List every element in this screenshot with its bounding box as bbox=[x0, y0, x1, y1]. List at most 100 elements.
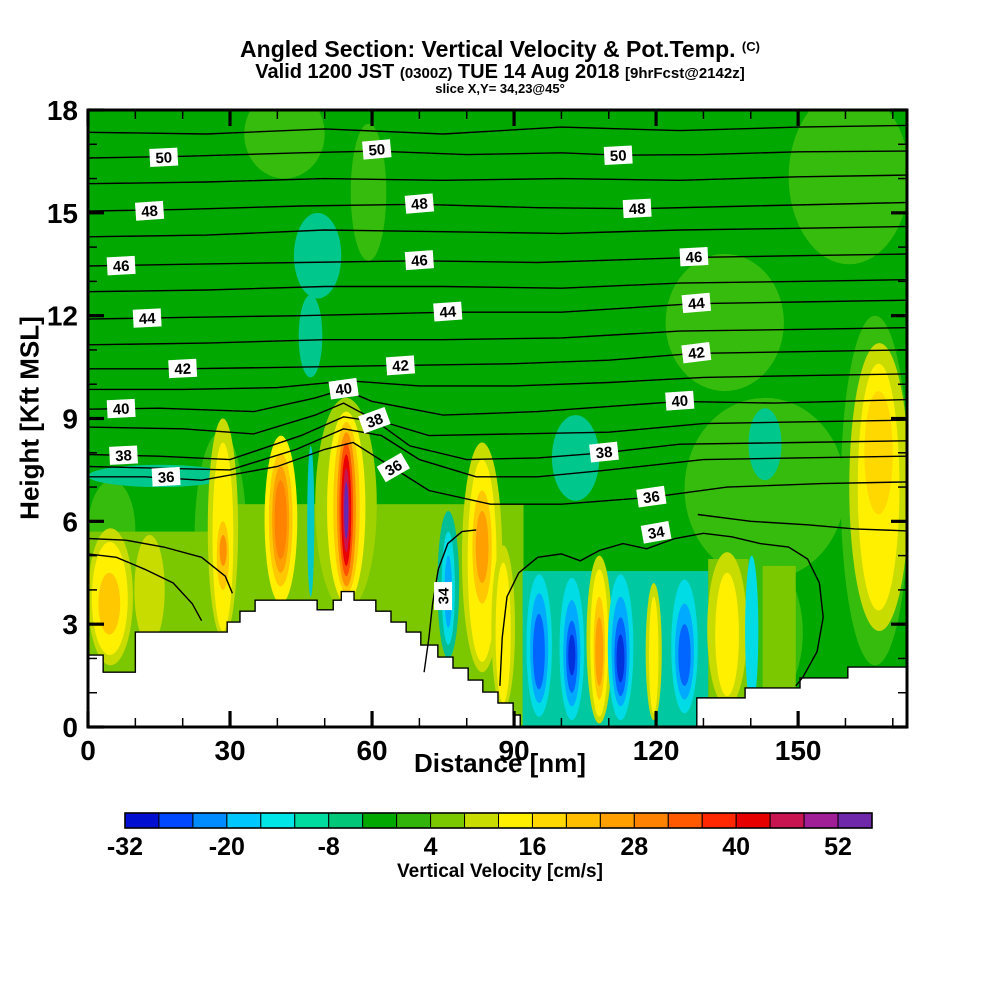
svg-text:44: 44 bbox=[687, 295, 706, 313]
svg-text:48: 48 bbox=[628, 200, 646, 218]
contour-label-48: 48 bbox=[134, 200, 165, 221]
theta-contour-43 bbox=[88, 327, 907, 346]
velocity-cell bbox=[293, 212, 342, 299]
contour-label-46: 46 bbox=[679, 246, 709, 267]
theta-contour-45 bbox=[88, 279, 907, 293]
colorbar-segment bbox=[124, 812, 160, 829]
velocity-cell bbox=[219, 535, 227, 566]
velocity-cell bbox=[98, 572, 121, 635]
svg-text:36: 36 bbox=[642, 488, 661, 507]
velocity-cell bbox=[475, 511, 489, 584]
theta-contour-39 bbox=[88, 402, 907, 437]
theta-contour-48 bbox=[88, 201, 907, 212]
theta-contour-35 bbox=[88, 537, 234, 594]
x-tick-labels: 0 30 60 90 120 150 bbox=[80, 735, 821, 766]
svg-text:48: 48 bbox=[141, 203, 159, 221]
contour-label-50: 50 bbox=[603, 145, 633, 165]
svg-text:50: 50 bbox=[155, 149, 173, 167]
colorbar-segment bbox=[701, 812, 737, 829]
terrain-profile bbox=[88, 590, 907, 727]
theta-contour-35 bbox=[697, 513, 907, 532]
y-tick-labels: 0 3 6 9 12 15 18 bbox=[47, 95, 78, 743]
svg-text:40: 40 bbox=[112, 401, 130, 419]
svg-text:38: 38 bbox=[364, 410, 385, 432]
svg-text:90: 90 bbox=[498, 735, 529, 766]
svg-text:0: 0 bbox=[62, 712, 78, 743]
theta-contour-34 bbox=[423, 529, 477, 673]
contour-label-42: 42 bbox=[168, 358, 198, 378]
contour-label-34: 34 bbox=[640, 521, 672, 544]
theta-contour-34 bbox=[499, 532, 824, 687]
colorbar-segment bbox=[192, 812, 228, 829]
contour-label-38: 38 bbox=[109, 445, 138, 465]
colorbar-segment bbox=[667, 812, 703, 829]
colorbar-segment bbox=[498, 812, 533, 829]
contour-label-38: 38 bbox=[358, 406, 391, 434]
velocity-cell bbox=[274, 480, 287, 560]
contour-label-50: 50 bbox=[362, 139, 392, 160]
velocity-cell bbox=[307, 445, 315, 597]
theta-contour-51 bbox=[88, 124, 907, 135]
svg-text:3: 3 bbox=[62, 609, 78, 640]
colorbar-segment bbox=[430, 812, 466, 829]
svg-text:30: 30 bbox=[214, 735, 245, 766]
svg-text:48: 48 bbox=[410, 195, 428, 213]
page-title: Angled Section: Vertical Velocity & Pot.… bbox=[0, 36, 1000, 63]
velocity-cell bbox=[244, 110, 325, 179]
svg-text:9: 9 bbox=[62, 404, 78, 435]
valid-date: TUE 14 Aug 2018 bbox=[457, 61, 620, 83]
colorbar-tick-label: -32 bbox=[107, 833, 143, 861]
theta-contour-44 bbox=[88, 299, 907, 320]
theta-contour-41 bbox=[88, 373, 907, 391]
contour-label-40: 40 bbox=[328, 377, 359, 400]
colorbar-segment bbox=[837, 812, 873, 829]
colorbar-tick-label: -20 bbox=[209, 833, 245, 861]
svg-text:18: 18 bbox=[47, 95, 78, 126]
svg-text:6: 6 bbox=[62, 506, 78, 537]
velocity-cell bbox=[678, 624, 691, 686]
svg-text:150: 150 bbox=[775, 735, 822, 766]
colorbar-segment bbox=[633, 812, 669, 829]
velocity-cell bbox=[134, 535, 165, 645]
velocity-cell bbox=[715, 572, 739, 697]
contour-label-48: 48 bbox=[404, 193, 435, 214]
valid-paren: (0300Z) bbox=[399, 65, 453, 82]
colorbar-segment bbox=[531, 812, 567, 829]
contour-label-36: 36 bbox=[636, 485, 667, 508]
theta-contour-49 bbox=[88, 174, 907, 185]
plot-area: 50 50 50 48 48 48 46 46 46 44 44 44 42 42 42 40 40 40 38 38… bbox=[88, 110, 907, 727]
contour-label-44: 44 bbox=[132, 308, 162, 328]
colorbar-tick-label: 28 bbox=[620, 833, 648, 861]
colorbar-tick-label: 52 bbox=[824, 833, 852, 861]
velocity-cell bbox=[551, 415, 600, 501]
valid-prefix: Valid 1200 JST bbox=[255, 61, 395, 83]
svg-text:42: 42 bbox=[687, 344, 706, 363]
theta-contour-36 bbox=[88, 441, 907, 505]
velocity-cell bbox=[665, 253, 784, 392]
velocity-cell bbox=[864, 391, 893, 515]
colorbar-segment bbox=[362, 812, 398, 829]
contour-label-44: 44 bbox=[433, 301, 463, 322]
colorbar: -32 -20 -8 4 16 28 40 52 bbox=[107, 812, 873, 861]
svg-text:44: 44 bbox=[138, 310, 156, 328]
svg-text:42: 42 bbox=[392, 357, 410, 375]
theta-contour-38 bbox=[88, 416, 907, 461]
contour-label-38: 38 bbox=[589, 441, 619, 463]
theta-contour-40 bbox=[88, 388, 907, 416]
velocity-cell bbox=[344, 481, 349, 539]
contour-label-34: 34 bbox=[434, 582, 453, 611]
svg-text:50: 50 bbox=[609, 147, 627, 165]
svg-text:38: 38 bbox=[115, 447, 133, 465]
svg-text:50: 50 bbox=[368, 141, 386, 159]
svg-text:34: 34 bbox=[436, 587, 453, 604]
svg-text:38: 38 bbox=[595, 444, 613, 463]
colorbar-segment bbox=[769, 812, 805, 829]
colorbar-segment bbox=[328, 812, 364, 829]
contour-label-44: 44 bbox=[681, 292, 712, 313]
svg-text:46: 46 bbox=[112, 258, 130, 276]
colorbar-segment bbox=[294, 812, 330, 829]
colorbar-segment bbox=[464, 812, 499, 829]
colorbar-tick-label: 16 bbox=[519, 833, 547, 861]
svg-text:36: 36 bbox=[382, 457, 405, 480]
